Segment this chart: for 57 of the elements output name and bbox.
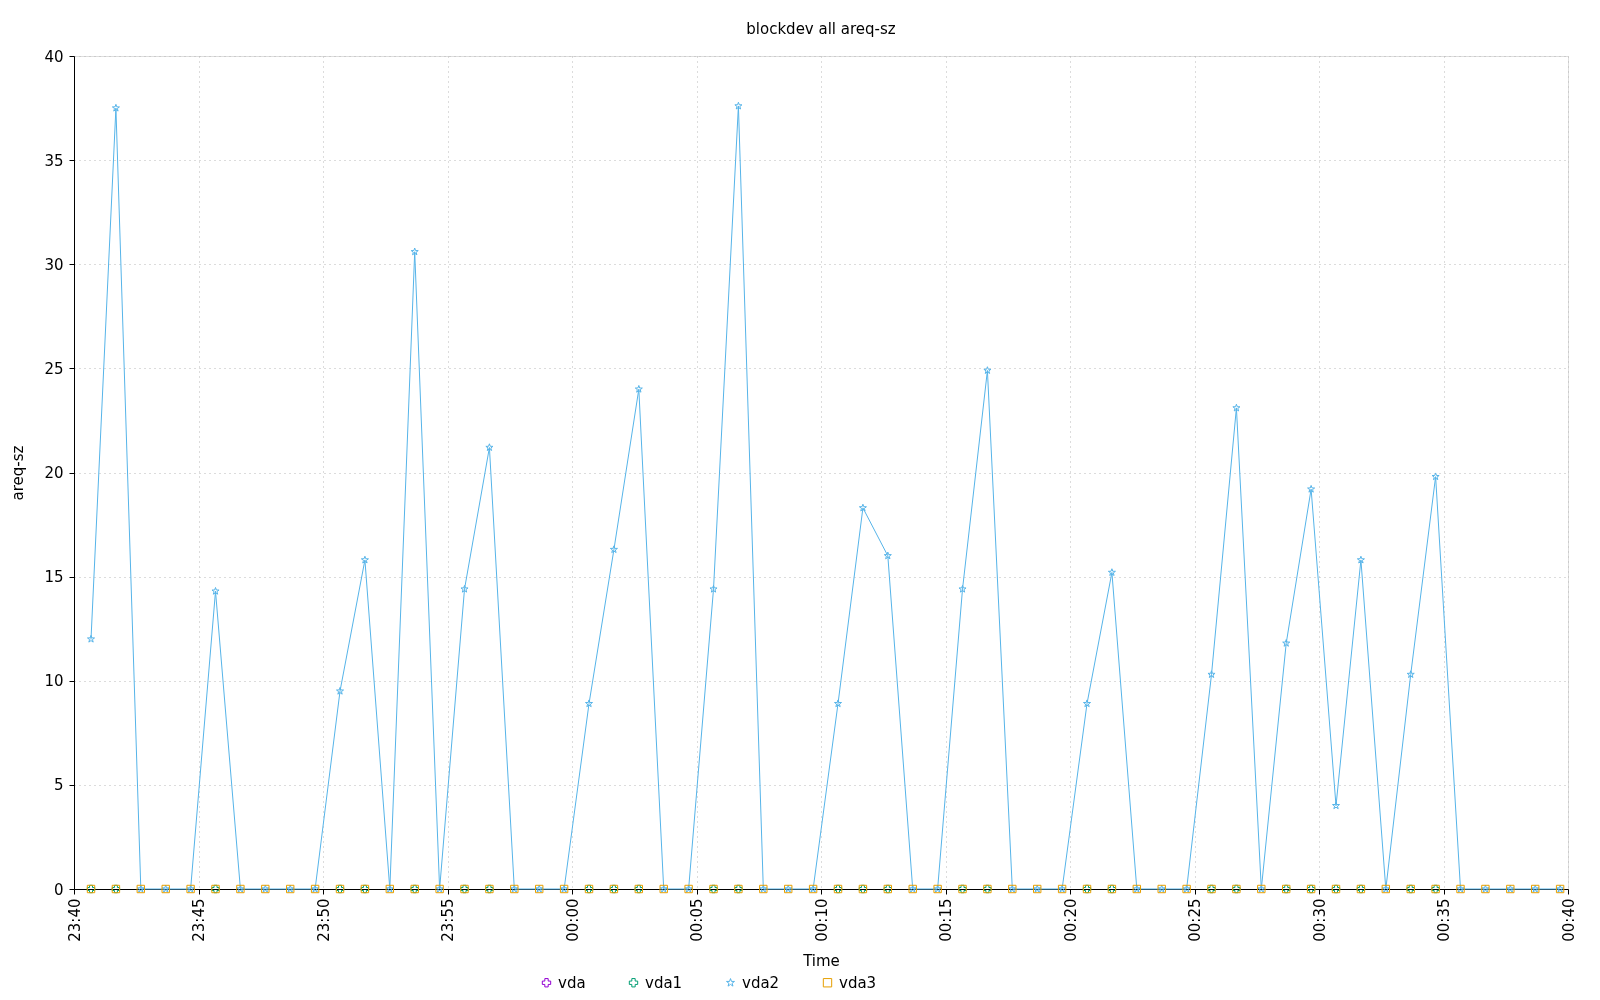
point xyxy=(609,545,618,554)
y-tick-label: 40 xyxy=(44,47,64,66)
point xyxy=(1356,555,1365,564)
y-tick-label: 20 xyxy=(44,464,64,482)
x-tick-label: 00:10 xyxy=(812,898,831,942)
point xyxy=(983,366,992,374)
point xyxy=(1282,639,1291,647)
x-tick-label: 00:15 xyxy=(937,898,955,942)
legend-label: vda xyxy=(558,973,586,992)
point xyxy=(86,634,96,643)
x-tick-label: 00:20 xyxy=(1061,898,1080,942)
point xyxy=(1406,670,1415,678)
x-tick-label: 00:05 xyxy=(688,898,706,942)
legend-label: vda3 xyxy=(839,973,877,992)
point xyxy=(1232,403,1241,412)
y-tick-label: 25 xyxy=(44,359,64,378)
point xyxy=(335,686,345,695)
y-axis-title: areq-sz xyxy=(9,445,28,501)
x-tick-label: 23:45 xyxy=(190,898,208,942)
x-tick-label: 23:40 xyxy=(65,898,84,942)
point xyxy=(1207,670,1216,678)
point xyxy=(1431,472,1440,481)
x-tick-label: 00:30 xyxy=(1310,898,1329,942)
y-tick-label: 10 xyxy=(44,672,64,691)
point xyxy=(709,584,718,593)
point xyxy=(833,699,843,708)
x-axis-title: Time xyxy=(802,951,840,970)
point xyxy=(360,555,369,564)
y-tick-label: 5 xyxy=(53,776,64,795)
x-tick-label: 00:35 xyxy=(1435,898,1453,942)
point xyxy=(485,443,494,452)
point xyxy=(211,586,220,595)
legend-label: vda2 xyxy=(742,973,780,992)
legend-label: vda1 xyxy=(645,973,683,992)
x-tick-label: 00:40 xyxy=(1559,898,1578,942)
point xyxy=(584,699,594,708)
x-tick-label: 00:00 xyxy=(563,898,582,942)
point xyxy=(1331,801,1341,810)
y-tick-label: 0 xyxy=(53,880,64,899)
chart-title: blockdev all areq-sz xyxy=(746,20,896,38)
point xyxy=(1107,568,1116,576)
point xyxy=(883,551,892,560)
x-tick-label: 00:25 xyxy=(1186,898,1204,942)
point xyxy=(734,101,743,110)
x-tick-label: 23:55 xyxy=(439,898,457,942)
point xyxy=(1307,484,1316,493)
point xyxy=(410,247,419,256)
y-tick-label: 35 xyxy=(44,151,64,170)
y-tick-label: 30 xyxy=(44,255,64,274)
point xyxy=(958,584,967,593)
point xyxy=(634,384,643,393)
x-tick-label: 23:50 xyxy=(314,898,333,942)
point xyxy=(111,103,120,112)
point xyxy=(1082,699,1092,708)
point xyxy=(460,584,469,593)
y-tick-label: 15 xyxy=(44,568,64,587)
point xyxy=(858,503,867,512)
